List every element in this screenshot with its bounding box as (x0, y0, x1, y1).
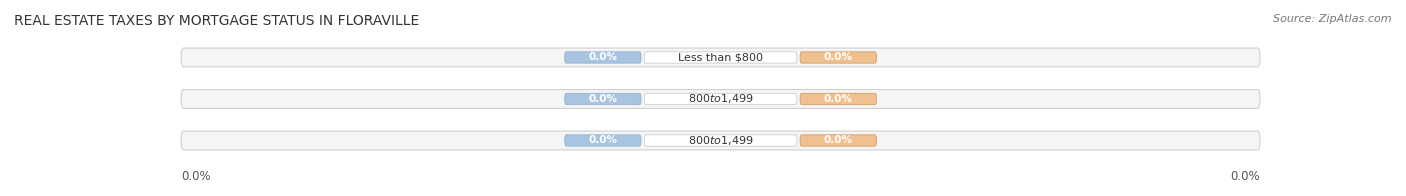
FancyBboxPatch shape (565, 52, 641, 63)
Text: Source: ZipAtlas.com: Source: ZipAtlas.com (1274, 14, 1392, 24)
FancyBboxPatch shape (181, 131, 1260, 150)
Text: 0.0%: 0.0% (824, 135, 853, 145)
FancyBboxPatch shape (644, 93, 797, 105)
Text: 0.0%: 0.0% (824, 94, 853, 104)
FancyBboxPatch shape (800, 52, 876, 63)
Text: $800 to $1,499: $800 to $1,499 (688, 93, 754, 105)
Text: 0.0%: 0.0% (588, 94, 617, 104)
FancyBboxPatch shape (181, 48, 1260, 67)
FancyBboxPatch shape (565, 135, 641, 146)
FancyBboxPatch shape (800, 135, 876, 146)
FancyBboxPatch shape (565, 93, 641, 105)
FancyBboxPatch shape (644, 135, 797, 146)
Text: 0.0%: 0.0% (1230, 170, 1260, 183)
Text: 0.0%: 0.0% (588, 53, 617, 63)
Text: Less than $800: Less than $800 (678, 53, 763, 63)
FancyBboxPatch shape (644, 52, 797, 63)
FancyBboxPatch shape (181, 90, 1260, 108)
Text: REAL ESTATE TAXES BY MORTGAGE STATUS IN FLORAVILLE: REAL ESTATE TAXES BY MORTGAGE STATUS IN … (14, 14, 419, 28)
Text: 0.0%: 0.0% (588, 135, 617, 145)
Text: $800 to $1,499: $800 to $1,499 (688, 134, 754, 147)
FancyBboxPatch shape (800, 93, 876, 105)
Text: 0.0%: 0.0% (824, 53, 853, 63)
Text: 0.0%: 0.0% (181, 170, 211, 183)
